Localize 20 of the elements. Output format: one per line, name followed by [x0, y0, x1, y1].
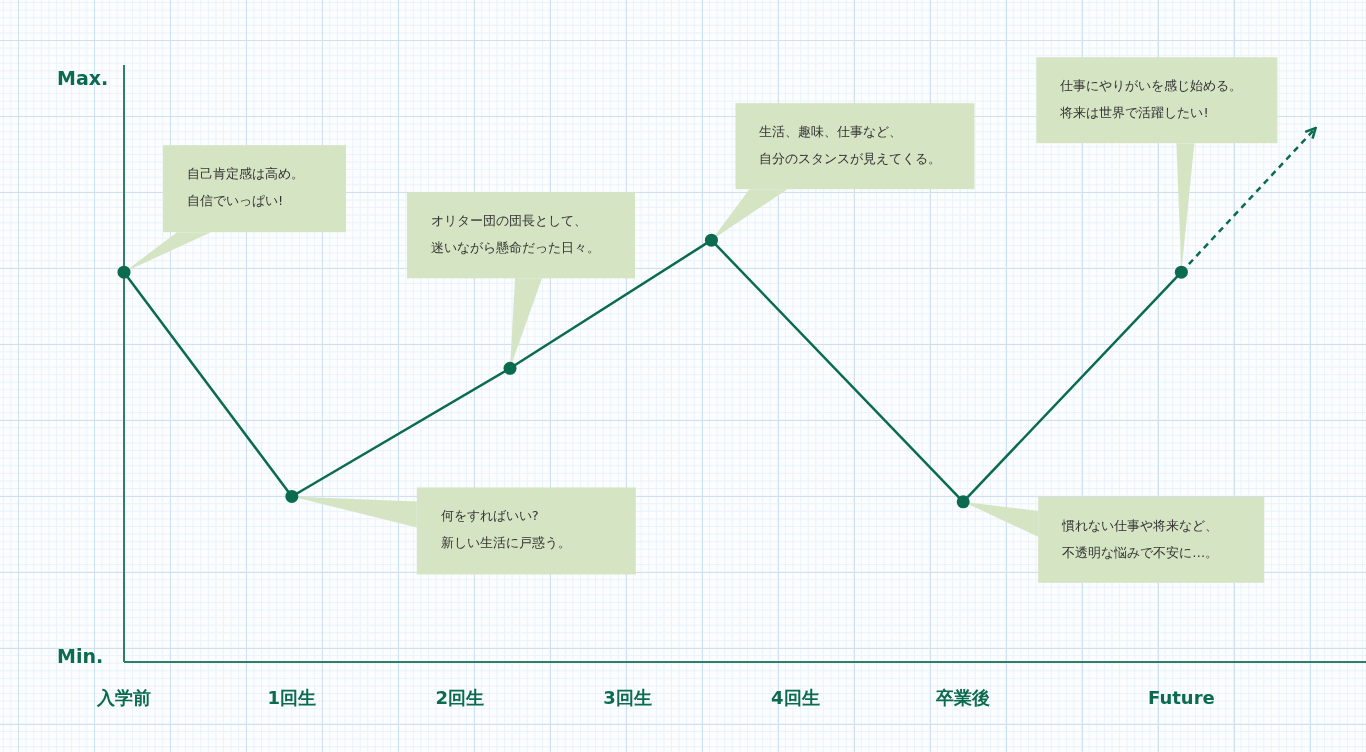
x-tick-label: 卒業後	[935, 687, 991, 708]
point	[704, 233, 718, 247]
x-tick-label: 入学前	[96, 687, 151, 708]
text: 仕事にやりがいを感じ始める。将来は世界で活躍したい!	[1059, 78, 1243, 121]
annotation: 生活、趣味、仕事など、自分のスタンスが見えてくる。	[759, 124, 942, 167]
x-tick-label: 4回生	[771, 687, 820, 708]
point	[503, 361, 517, 375]
point	[285, 489, 299, 503]
annotation: 何をすればいい?新しい生活に戸惑う。	[440, 508, 571, 551]
x-tick-label: 1回生	[267, 687, 317, 708]
x-tick-label: 2回生	[435, 687, 484, 708]
annotation: 自己肯定感は高め。自信でいっぱい!	[187, 166, 304, 209]
x-tick-label: Future	[1148, 687, 1215, 708]
x-tick-label: 3回生	[603, 687, 652, 708]
text: Min.	[57, 645, 104, 667]
annotation: オリター団の団長として、迷いながら懸命だった日々。	[431, 213, 601, 256]
text: Max.	[57, 67, 109, 89]
point	[117, 265, 131, 279]
annotation: 慣れない仕事や将来など、不透明な悩みで不安に…。	[1061, 517, 1219, 560]
point	[956, 495, 970, 509]
